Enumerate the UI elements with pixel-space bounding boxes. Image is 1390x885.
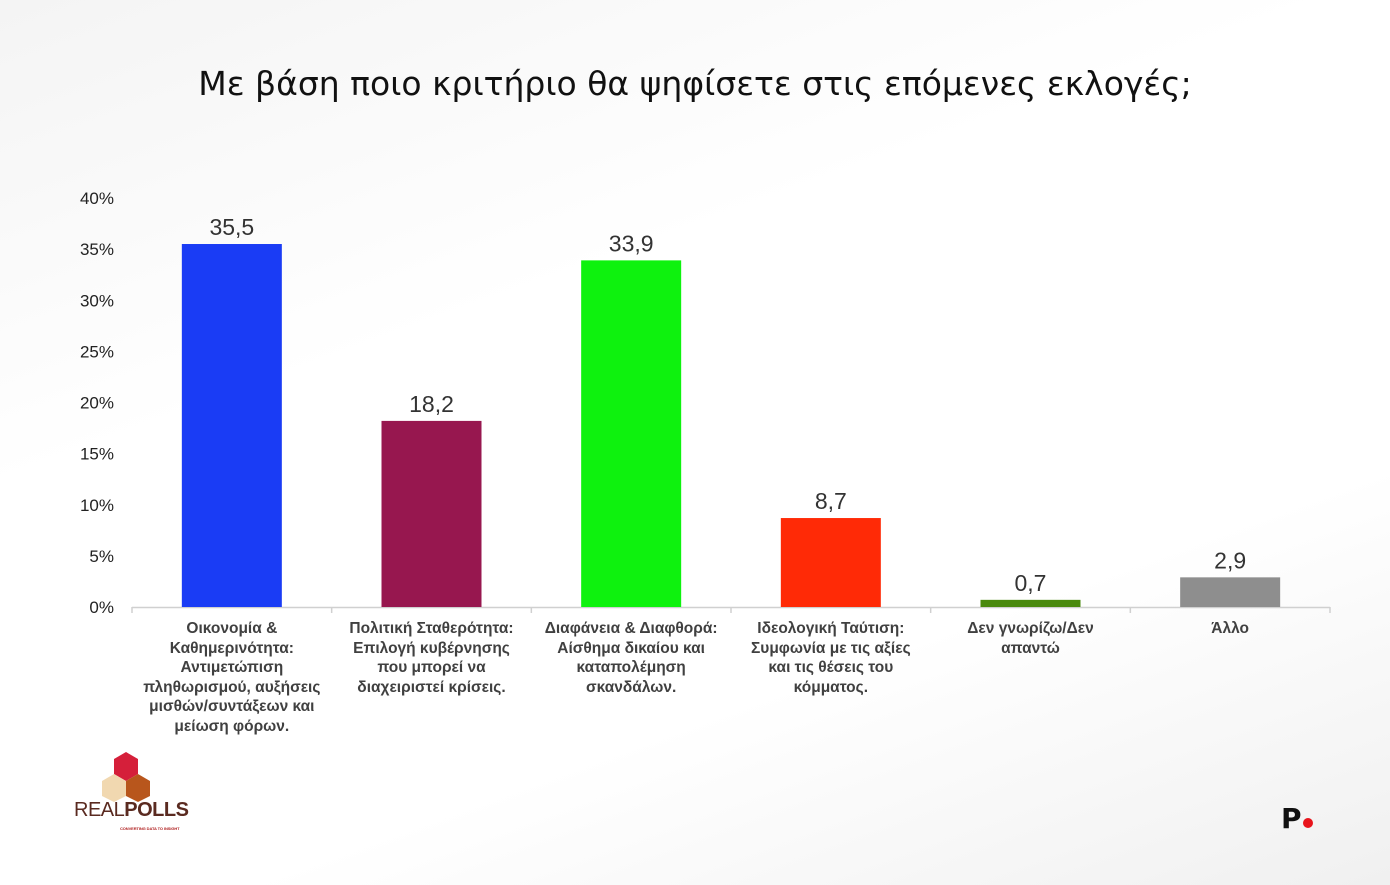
y-tick-label: 35% (80, 240, 114, 259)
category-label: Ιδεολογική Ταύτιση: Συμφωνία με τις αξίε… (751, 620, 911, 696)
y-tick-label: 20% (80, 394, 114, 413)
y-tick-label: 25% (80, 342, 114, 361)
data-label: 8,7 (815, 488, 847, 514)
category-label: Πολιτική Σταθερότητα: Επιλογή κυβέρνησης… (349, 620, 514, 696)
y-tick-label: 40% (80, 189, 114, 208)
bar (780, 518, 881, 607)
realpolls-cubes-icon (102, 752, 150, 802)
realpolls-tagline: CONVERTING DATA TO INSIGHT (120, 826, 180, 831)
data-label: 18,2 (409, 391, 454, 417)
publisher-dot-icon (1302, 818, 1313, 828)
y-tick-label: 10% (80, 496, 114, 515)
category-label: Άλλο (1211, 620, 1250, 637)
realpolls-logo: REALPOLLS CONVERTING DATA TO INSIGHT (74, 750, 189, 834)
y-tick-label: 0% (89, 598, 114, 617)
bar (381, 420, 482, 607)
bar (181, 244, 282, 607)
category-label: Διαφάνεια & Διαφθορά: Αίσθημα δικαίου κα… (544, 620, 718, 696)
data-label: 2,9 (1214, 547, 1246, 573)
data-label: 0,7 (1015, 570, 1047, 596)
chart-title: Με βάση ποιο κριτήριο θα ψηφίσετε στις ε… (198, 64, 1192, 103)
y-tick-label: 30% (80, 291, 114, 310)
bar (1180, 577, 1281, 607)
category-label: Δεν γνωρίζω/Δεν απαντώ (967, 620, 1094, 657)
bar (980, 599, 1081, 607)
data-label: 35,5 (209, 214, 254, 240)
bar (581, 260, 682, 607)
realpolls-wordmark: REALPOLLS (74, 799, 189, 821)
y-tick-label: 15% (80, 445, 114, 464)
y-tick-label: 5% (89, 547, 114, 566)
category-label: Οικονομία & Καθημερινότητα: Αντιμετώπιση… (143, 620, 321, 735)
publisher-logo: P (1281, 802, 1313, 835)
data-label: 33,9 (609, 230, 654, 256)
